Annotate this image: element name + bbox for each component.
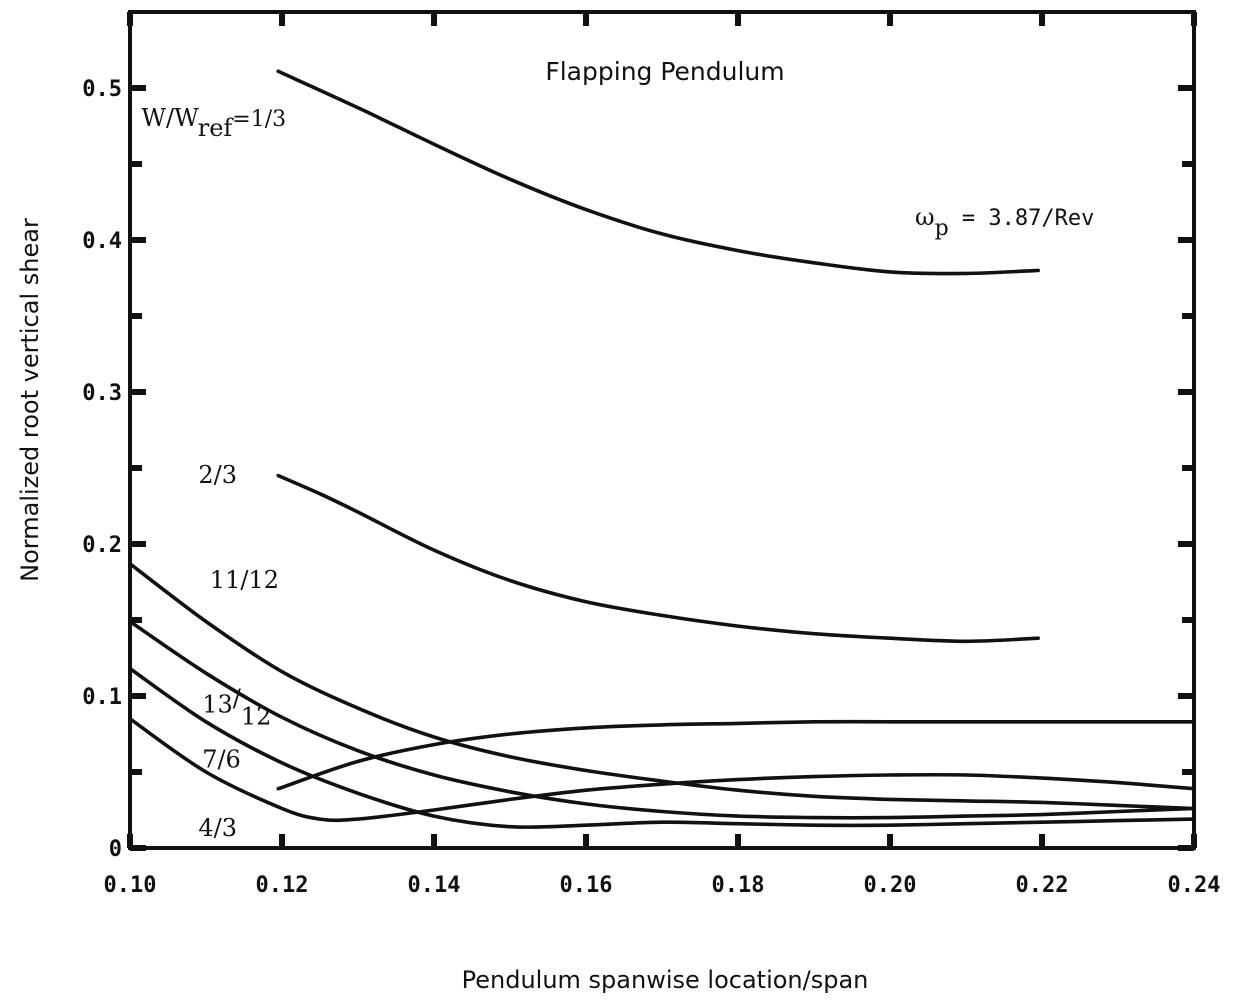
series-line-6 [128, 717, 1196, 823]
curve-label-1: W/Wref=1/3 [141, 104, 286, 142]
x-tick-label: 0.24 [1168, 873, 1221, 898]
curve-label-5: 7/6 [202, 745, 241, 773]
x-tick-label: 0.12 [256, 873, 309, 898]
y-tick-label: 0.4 [82, 229, 122, 254]
curve-labels: W/Wref=1/3 2/3 11/12 13/12 7/6 4/3 [141, 104, 286, 842]
series-line-4 [128, 619, 1196, 820]
x-tick-label: 0.18 [712, 873, 765, 898]
series-line-3 [128, 562, 1196, 811]
x-tick-label: 0.20 [864, 873, 917, 898]
curve-label-6: 4/3 [198, 814, 237, 842]
series-line-2 [276, 473, 1040, 644]
y-tick-label: 0.1 [82, 685, 122, 710]
x-tick-label: 0.22 [1016, 873, 1069, 898]
curve-label-3: 11/12 [210, 566, 279, 594]
x-tick-label: 0.16 [560, 873, 613, 898]
y-tick-label: 0.2 [82, 533, 122, 558]
y-tick-labels: 0 0.1 0.2 0.3 0.4 0.5 [82, 77, 122, 862]
x-axis-title: Pendulum spanwise location/span [462, 966, 869, 994]
x-tick-label: 0.14 [408, 873, 461, 898]
chart-title: Flapping Pendulum [545, 57, 784, 86]
series-line-5 [128, 666, 1196, 830]
curve-label-4: 13/12 [202, 685, 271, 731]
series-line-1 [276, 69, 1040, 276]
y-tick-label: 0.5 [82, 77, 122, 102]
omega-annotation: ωp = 3.87/Rev [915, 203, 1094, 241]
plot-frame [128, 10, 1196, 850]
series-line-7 [276, 719, 1196, 791]
y-axis-title: Normalized root vertical shear [16, 218, 44, 582]
x-tick-label: 0.10 [104, 873, 157, 898]
x-tick-labels: 0.10 0.12 0.14 0.16 0.18 0.20 0.22 0.24 [104, 873, 1221, 898]
y-tick-label: 0.3 [82, 381, 122, 406]
series-curves [128, 69, 1196, 830]
axis-ticks [127, 12, 1197, 851]
y-tick-label: 0 [109, 837, 122, 862]
curve-label-2: 2/3 [198, 461, 237, 489]
